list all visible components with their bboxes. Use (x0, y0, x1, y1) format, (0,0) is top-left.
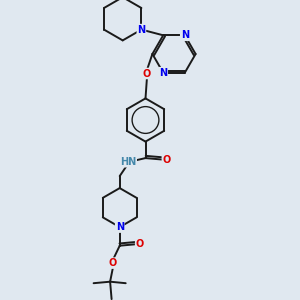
Text: O: O (136, 239, 144, 249)
Text: HN: HN (120, 157, 136, 167)
Text: N: N (181, 30, 189, 40)
Text: O: O (162, 154, 171, 165)
Text: O: O (143, 68, 151, 79)
Text: N: N (116, 222, 124, 232)
Text: O: O (109, 258, 117, 268)
Text: N: N (137, 25, 146, 34)
Text: N: N (159, 68, 167, 78)
